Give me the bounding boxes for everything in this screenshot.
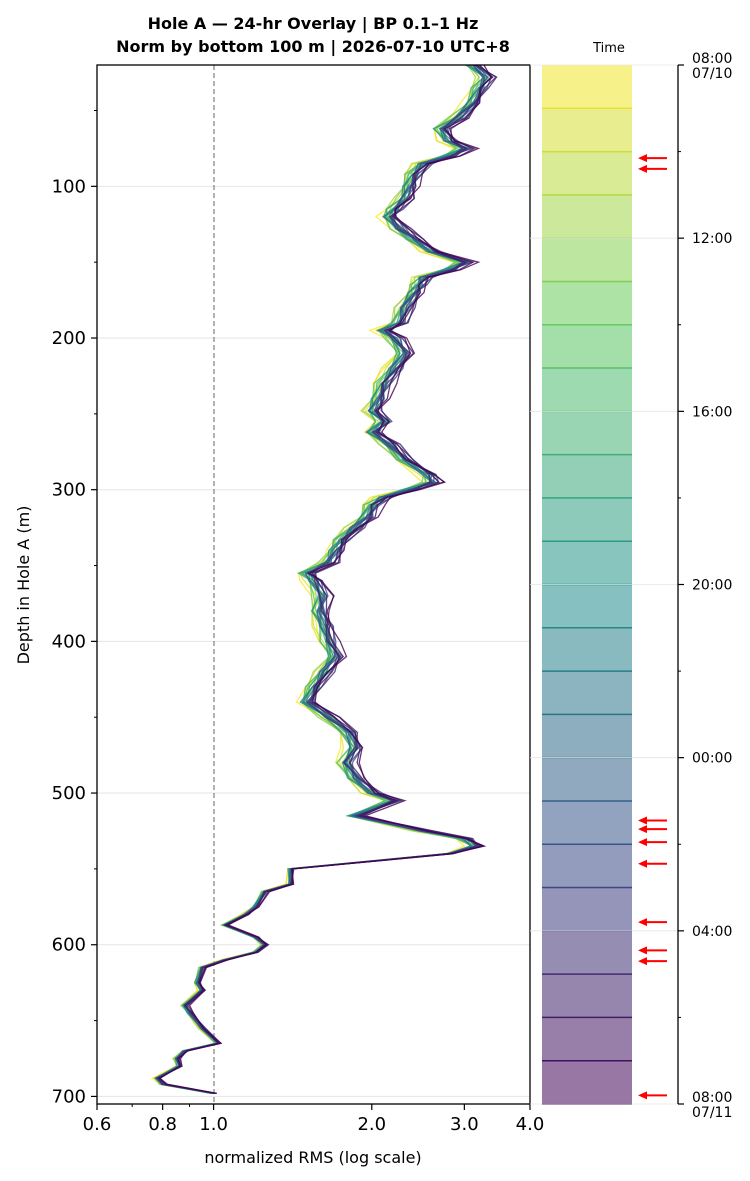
y-axis-ticks: 100 200 300 400 500 600 700 [52,110,97,1107]
y-tick-label-600: 600 [52,935,86,956]
time-axis-title: Time [592,41,625,56]
colorbar-band-4 [542,194,632,239]
x-axis-label: normalized RMS (log scale) [204,1148,421,1167]
colorbar-band-16 [542,714,632,758]
colorbar-band-8 [542,368,632,412]
x-tick-label-4.0: 4.0 [516,1114,545,1135]
arrow-marker-7 [638,918,667,927]
colorbar-band-2 [542,108,632,152]
colorbar-band-9 [542,411,632,455]
colorbar-band-18 [542,800,632,845]
x-tick-label-0.6: 0.6 [83,1114,112,1135]
colorbar-band-22 [542,974,632,1018]
time-tick-sublabel-0: 07/10 [692,66,732,82]
x-axis-ticks: 0.6 0.8 1.0 2.0 3.0 4.0 [83,1104,545,1135]
time-tick-label-1: 12:00 [692,231,732,247]
arrow-marker-9 [638,957,667,966]
colorbar-band-23 [542,1017,632,1061]
time-tick-label-6: 08:00 [692,1090,732,1106]
colorbar-band-21 [542,930,632,975]
arrow-marker-6 [638,859,667,868]
y-tick-label-700: 700 [52,1086,86,1107]
chart-title-line2: Norm by bottom 100 m | 2026-07-10 UTC+8 [116,37,510,57]
y-axis-label: Depth in Hole A (m) [14,506,33,665]
time-tick-label-0: 08:00 [692,51,732,67]
colorbar-band-7 [542,324,632,369]
arrow-marker-3 [638,816,667,825]
time-tick-label-5: 04:00 [692,924,732,940]
time-tick-label-4: 00:00 [692,751,732,767]
y-tick-label-300: 300 [52,480,86,501]
time-tick-label-2: 16:00 [692,404,732,420]
colorbar-arrows [638,154,667,1100]
profile-curve-23 [158,64,494,1095]
colorbar-band-19 [542,844,632,888]
colorbar-band-6 [542,281,632,325]
time-tick-sublabel-6: 07/11 [692,1105,732,1121]
x-tick-label-2.0: 2.0 [357,1114,386,1135]
arrow-marker-2 [638,164,667,173]
colorbar-band-15 [542,671,632,715]
arrow-marker-4 [638,825,667,834]
profile-curve-19 [157,64,485,1095]
y-tick-label-200: 200 [52,328,86,349]
colorbar-band-3 [542,151,632,195]
x-tick-label-0.8: 0.8 [148,1114,177,1135]
colorbar-band-13 [542,584,632,628]
chart-title-line1: Hole A — 24-hr Overlay | BP 0.1–1 Hz [148,14,479,34]
colorbar-band-20 [542,887,632,931]
arrow-marker-1 [638,154,667,163]
colorbar-band-11 [542,497,632,542]
colorbar-band-14 [542,627,632,672]
time-axis-ticks: 08:0007/1012:0016:0020:0000:0004:0008:00… [678,51,732,1121]
arrow-marker-8 [638,946,667,955]
time-colorbar: Time 08:0007/1012:0016:0020:0000:0004:00… [530,41,732,1121]
y-tick-label-100: 100 [52,176,86,197]
arrow-marker-10 [638,1091,667,1100]
colorbar-band-12 [542,541,632,585]
colorbar-band-1 [542,65,632,109]
profile-curve-24 [158,64,492,1095]
y-tick-label-400: 400 [52,631,86,652]
x-tick-label-1.0: 1.0 [199,1114,228,1135]
profile-curves [151,64,498,1095]
colorbar-band-5 [542,238,632,282]
arrow-marker-5 [638,838,667,847]
grid-lines [97,185,530,1097]
time-tick-label-3: 20:00 [692,578,732,594]
colorbar-band-17 [542,757,632,801]
colorbar-band-10 [542,454,632,498]
colorbar-band-24 [542,1060,632,1104]
x-tick-label-3.0: 3.0 [450,1114,479,1135]
colorbar-bands [530,64,678,1105]
depth-profile-plot: 0.6 0.8 1.0 2.0 3.0 4.0 100 200 300 400 500 600 700… [14,64,545,1167]
y-tick-label-500: 500 [52,783,86,804]
